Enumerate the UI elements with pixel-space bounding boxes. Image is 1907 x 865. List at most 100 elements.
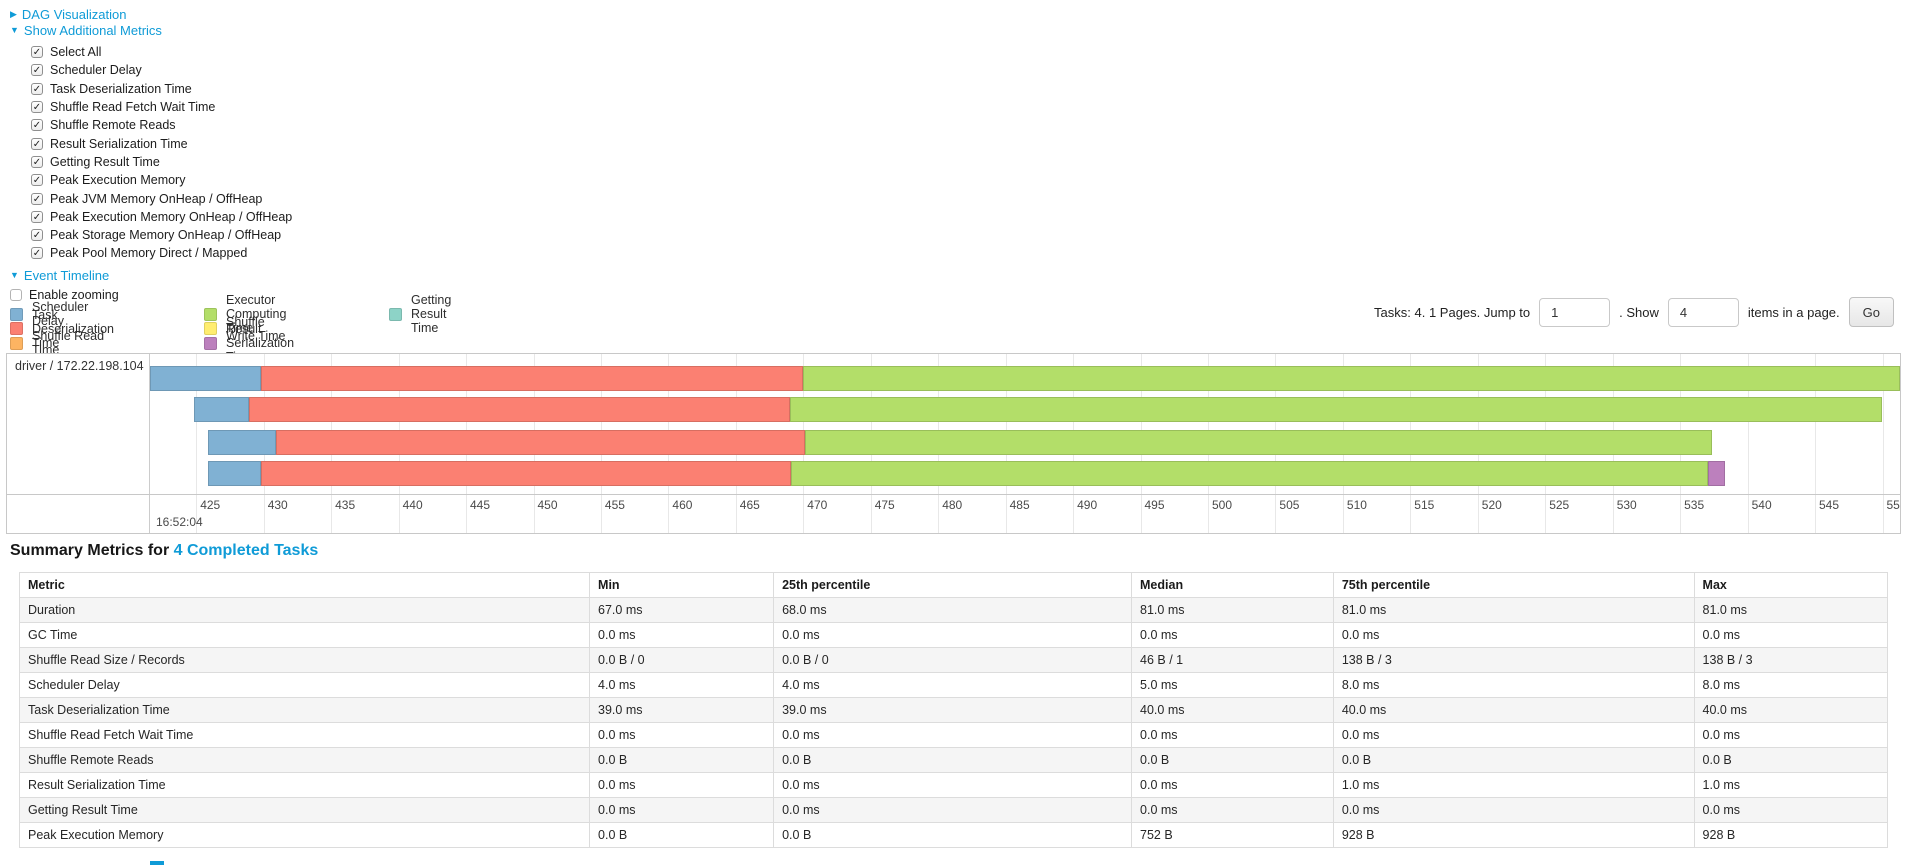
metric-checkbox[interactable]: ✓ [31,155,43,168]
metric-checkbox-row: ✓ Shuffle Remote Reads [31,116,292,134]
metric-value-cell: 0.0 ms [773,722,1133,748]
metric-value-cell: 81.0 ms [1131,597,1334,623]
metric-checkbox[interactable]: ✓ [31,46,43,59]
enable-zooming-label: Enable zooming [29,287,119,302]
metric-checkbox[interactable]: ✓ [31,119,43,132]
metric-value-cell: 0.0 B [589,822,775,848]
metric-checkbox[interactable]: ✓ [31,64,43,77]
metric-checkbox[interactable]: ✓ [31,229,43,242]
legend-column: Getting Result Time [389,293,451,335]
legend-column: Executor Computing Time Shuffle Write Tim… [204,293,294,364]
metric-value-cell: 0.0 ms [1332,622,1695,648]
axis-gridline [1815,354,1816,533]
axis-tick-label: 550 [1886,498,1901,512]
metric-name-cell: Result Serialization Time [18,772,591,798]
expanded-arrow-icon: ▼ [10,269,19,280]
event-timeline-toggle[interactable]: ▼ Event Timeline [10,268,292,283]
metric-checkbox-row: ✓ Peak Pool Memory Direct / Mapped [31,244,292,262]
metric-checkbox[interactable]: ✓ [31,101,43,114]
metric-value-cell: 0.0 ms [1131,797,1334,823]
executor_computing-swatch [204,307,217,321]
task-bar[interactable] [149,461,1900,486]
metric-checkbox[interactable]: ✓ [31,174,43,187]
metric-checkbox[interactable]: ✓ [31,137,43,150]
metric-name-cell: GC Time [18,622,591,648]
table-row: Peak Execution Memory 0.0 B 0.0 B 752 B 928 … [18,822,1889,848]
executor-computing-segment [789,397,1883,422]
metric-value-cell: 68.0 ms [773,597,1133,623]
show-additional-metrics-toggle[interactable]: ▼ Show Additional Metrics [10,23,292,38]
metric-checkbox-label: Scheduler Delay [50,63,142,78]
metric-value-cell: 0.0 B / 0 [773,647,1133,673]
task-deserialization-segment [261,366,804,391]
metric-value-cell: 0.0 ms [589,797,775,823]
table-row: Duration 67.0 ms 68.0 ms 81.0 ms 81.0 ms 81.0… [18,597,1889,623]
metric-checkbox-label: Peak Execution Memory [50,173,186,188]
table-row: Result Serialization Time 0.0 ms 0.0 ms 0.0… [18,772,1889,798]
task-bar[interactable] [149,366,1900,391]
metric-checkbox-row: ✓ Scheduler Delay [31,61,292,79]
axis-tick-label: 470 [807,498,828,512]
metric-checkbox[interactable]: ✓ [31,82,43,95]
metric-value-cell: 0.0 ms [1131,722,1334,748]
executor-computing-segment [804,430,1713,455]
metric-value-cell: 39.0 ms [773,697,1133,723]
expanded-arrow-icon: ▼ [10,25,19,35]
legend-item-result_serialization: Result Serialization Time [204,322,294,364]
metric-checkbox-label: Select All [50,45,102,60]
axis-tick-label: 510 [1346,498,1367,512]
metric-checkbox[interactable]: ✓ [31,247,43,260]
task-bar[interactable] [149,430,1900,455]
go-button[interactable]: Go [1848,297,1894,327]
dag-visualization-toggle[interactable]: ▶ DAG Visualization [10,7,292,22]
legend-label: Getting Result Time [411,293,452,336]
metric-name-cell: Getting Result Time [18,797,591,823]
metric-value-cell: 0.0 B [773,822,1133,848]
axis-tick-label: 490 [1077,498,1098,512]
metric-checkbox-row: ✓ Select All [31,43,292,61]
axis-gridline [1882,354,1884,533]
legend-label: Scheduler Delay [32,300,89,329]
table-row: Shuffle Remote Reads 0.0 B 0.0 B 0.0 B 0.0 B… [18,747,1889,773]
metric-value-cell: 67.0 ms [589,597,775,623]
metric-value-cell: 0.0 B [1131,747,1334,773]
items-per-page-input[interactable] [1667,297,1739,327]
completed-tasks-link[interactable]: 4 Completed Tasks [173,542,319,559]
metric-value-cell: 1.0 ms [1693,772,1889,798]
metric-checkbox-label: Peak JVM Memory OnHeap / OffHeap [50,191,263,206]
metric-value-cell: 81.0 ms [1332,597,1695,623]
task-bar[interactable] [149,397,1900,422]
metric-value-cell: 0.0 B [1693,747,1889,773]
axis-tick-label: 495 [1144,498,1165,512]
metric-checkbox[interactable]: ✓ [31,192,43,205]
axis-tick-label: 545 [1819,498,1840,512]
metric-checkbox-row: ✓ Task Deserialization Time [31,80,292,98]
metric-checkbox-row: ✓ Getting Result Time [31,153,292,171]
column-header: 75th percentile [1332,572,1695,598]
executor-group-label: driver / 172.22.198.104 [15,359,144,373]
axis-tick-label: 540 [1751,498,1772,512]
axis-time-label: 16:52:04 [156,515,203,529]
axis-tick-label: 465 [739,498,760,512]
enable-zooming-checkbox[interactable] [10,288,22,301]
scheduler-delay-segment [193,397,249,422]
table-row: Getting Result Time 0.0 ms 0.0 ms 0.0 ms 0.0… [18,797,1889,823]
metric-checkbox-row: ✓ Shuffle Read Fetch Wait Time [31,98,292,116]
timeline-plot: 425 430 435 440 445 450 455 460 465 470 475 480 485 4… [149,354,1900,533]
metric-value-cell: 0.0 ms [589,622,775,648]
metric-value-cell: 39.0 ms [589,697,775,723]
metric-value-cell: 8.0 ms [1693,672,1889,698]
jump-to-page-input[interactable] [1539,297,1611,327]
axis-tick-label: 500 [1212,498,1233,512]
legend-column: Scheduler Delay Task Deserialization Time… [10,300,114,357]
column-header: Metric [18,572,591,598]
metric-checkbox-row: ✓ Peak JVM Memory OnHeap / OffHeap [31,189,292,207]
metrics-checkbox-list: ✓ Select All ✓ Scheduler Delay ✓ Task Deseria… [31,43,292,263]
result-serialization-segment [1708,461,1725,486]
metric-value-cell: 81.0 ms [1693,597,1889,623]
metric-checkbox[interactable]: ✓ [31,210,43,223]
metric-value-cell: 928 B [1332,822,1695,848]
metric-checkbox-label: Shuffle Remote Reads [50,118,176,133]
metric-name-cell: Task Deserialization Time [18,697,591,723]
axis-tick-label: 535 [1684,498,1705,512]
